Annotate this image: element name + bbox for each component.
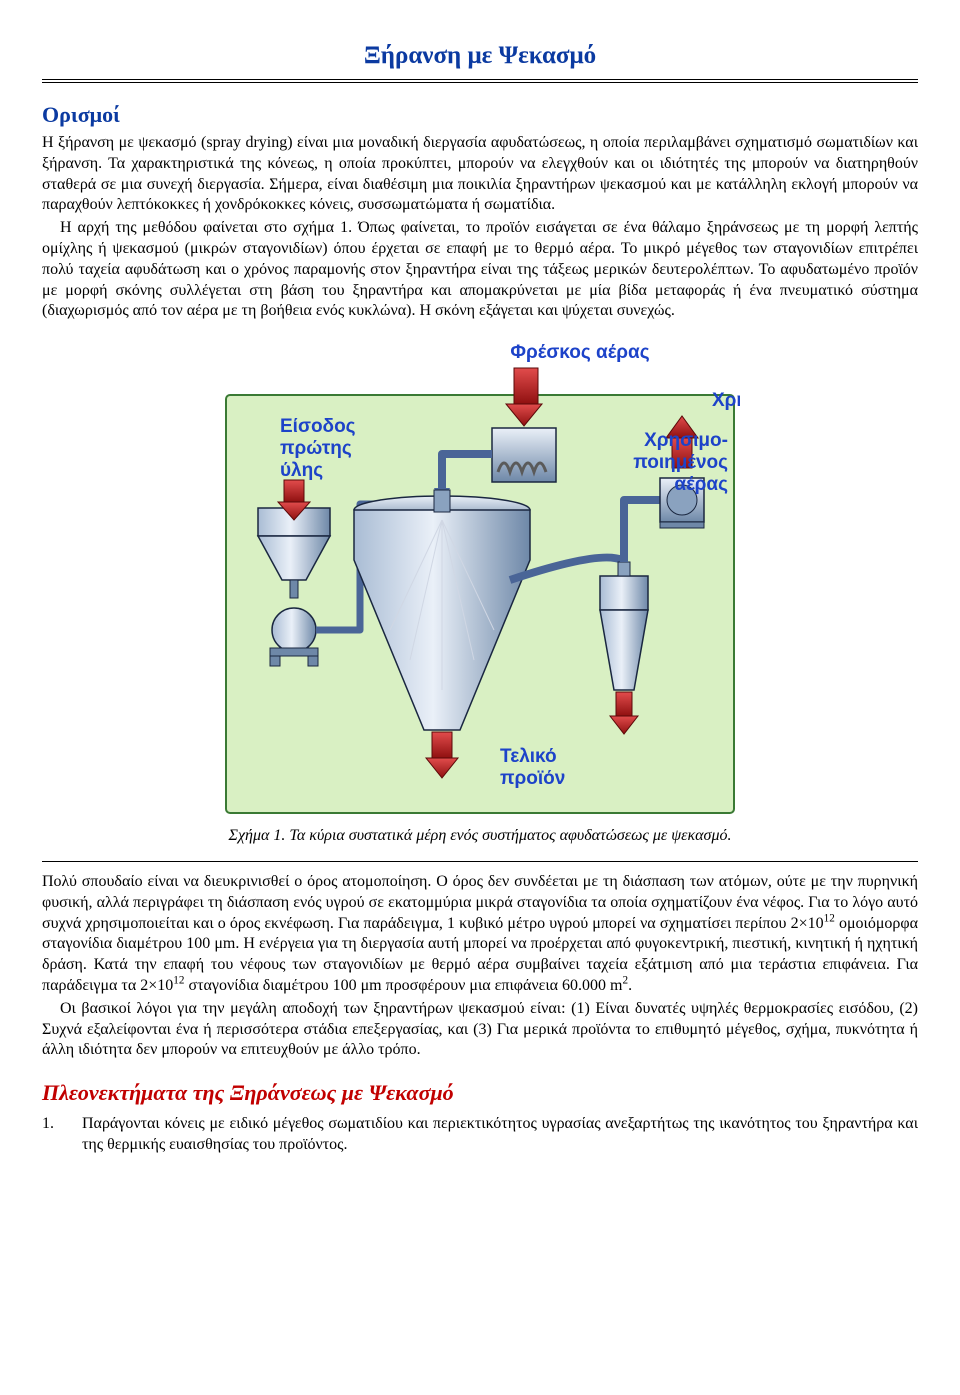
atomization-p1-d: . <box>628 977 632 994</box>
section-heading-advantages: Πλεονεκτήματα της Ξηράνσεως με Ψεκασμό <box>42 1079 918 1108</box>
label-used-air-c: αέρας <box>674 474 728 495</box>
page-title: Ξήρανση με Ψεκασμό <box>42 40 918 73</box>
divider <box>42 79 918 80</box>
label-feed-in-l3: ύλης <box>280 460 323 481</box>
label-feed-in-l2: πρώτης <box>280 438 352 459</box>
superscript-12a: 12 <box>824 912 835 924</box>
atomization-p1-a: Πολύ σπουδαίο είναι να διευκρινισθεί ο ό… <box>42 873 918 932</box>
atomization-paragraph-1: Πολύ σπουδαίο είναι να διευκρινισθεί ο ό… <box>42 872 918 997</box>
label-used-air-a: Χρησιμο- <box>644 430 728 451</box>
label-used-air-b: ποιημένος <box>633 452 728 473</box>
superscript-12b: 12 <box>173 975 184 987</box>
definitions-paragraph-1: Η ξήρανση με ψεκασμό (spray drying) είνα… <box>42 133 918 216</box>
figure-1-caption: Σχήμα 1. Τα κύρια συστατικά μέρη ενός συ… <box>42 826 918 847</box>
label-used-air-l1: Χρησιμο- <box>712 390 740 411</box>
atomization-p1-c: σταγονίδια διαμέτρου 100 μm προσφέρουν μ… <box>184 977 622 994</box>
air-heater-icon <box>492 428 556 482</box>
advantages-list: 1. Παράγονται κόνεις με ειδικό μέγεθος σ… <box>42 1114 918 1156</box>
divider <box>42 82 918 83</box>
list-item-number: 1. <box>42 1114 82 1156</box>
atomization-paragraph-2: Οι βασικοί λόγοι για την μεγάλη αποδοχή … <box>42 999 918 1061</box>
label-product-l1: Τελικό <box>500 746 557 767</box>
spray-dryer-diagram: Φρέσκος αέρας <box>220 330 740 820</box>
label-feed-in-l1: Είσοδος <box>280 416 356 437</box>
list-item: 1. Παράγονται κόνεις με ειδικό μέγεθος σ… <box>42 1114 918 1156</box>
list-item-text: Παράγονται κόνεις με ειδικό μέγεθος σωμα… <box>82 1114 918 1156</box>
label-fresh-air: Φρέσκος αέρας <box>510 342 649 363</box>
divider <box>42 861 918 862</box>
label-product-l2: προϊόν <box>500 768 565 789</box>
definitions-paragraph-2: Η αρχή της μεθόδου φαίνεται στο σχήμα 1.… <box>42 218 918 322</box>
figure-1-diagram: Φρέσκος αέρας <box>42 330 918 820</box>
section-heading-definitions: Ορισμοί <box>42 101 918 130</box>
